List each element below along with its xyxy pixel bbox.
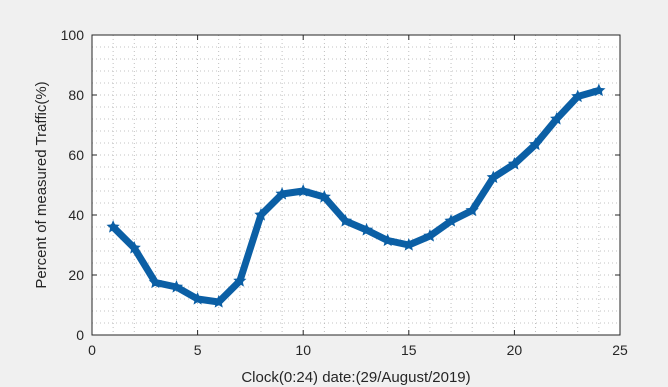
x-tick-label: 10: [295, 342, 311, 358]
data-point: [190, 292, 205, 305]
x-tick-label: 15: [401, 342, 417, 358]
x-axis-label: Clock(0:24) date:(29/August/2019): [241, 369, 470, 386]
data-point: [402, 238, 416, 251]
grid: [92, 35, 620, 335]
data-point: [212, 295, 226, 308]
data-point: [381, 233, 395, 247]
data-point: [127, 241, 141, 254]
data-point: [444, 214, 458, 227]
data-point: [106, 220, 120, 233]
y-axis-label: Percent of measured Traffic(%): [33, 81, 50, 288]
x-tick-label: 20: [507, 342, 523, 358]
data-point: [486, 170, 500, 184]
data-point: [359, 223, 374, 236]
data-point: [571, 89, 585, 103]
plot-frame: [91, 34, 621, 336]
y-tick-label: 60: [68, 147, 84, 163]
y-tick-label: 80: [68, 87, 84, 103]
y-tick-label: 100: [61, 27, 85, 43]
data-point: [169, 280, 184, 293]
data-point: [465, 203, 479, 217]
data-point: [233, 274, 247, 287]
data-point: [550, 112, 564, 125]
data-point: [528, 137, 543, 151]
y-tick-label: 0: [76, 327, 84, 343]
axis-ticks: 0 5 10 15 20 25 0 20 40 60 80 100: [61, 27, 628, 358]
data-point: [296, 184, 310, 197]
x-tick-label: 5: [194, 342, 202, 358]
y-tick-label: 20: [68, 267, 84, 283]
data-point: [423, 229, 437, 242]
series-layer: [106, 83, 606, 308]
plot-area: [92, 35, 620, 335]
data-point: [148, 275, 162, 289]
data-point: [507, 157, 522, 170]
y-tick-label: 40: [68, 207, 84, 223]
data-point: [317, 190, 331, 203]
data-point: [254, 208, 268, 221]
x-tick-label: 25: [612, 342, 628, 358]
x-tick-label: 0: [88, 342, 96, 358]
data-point: [275, 187, 289, 200]
data-point: [338, 214, 353, 227]
data-point: [592, 83, 606, 97]
